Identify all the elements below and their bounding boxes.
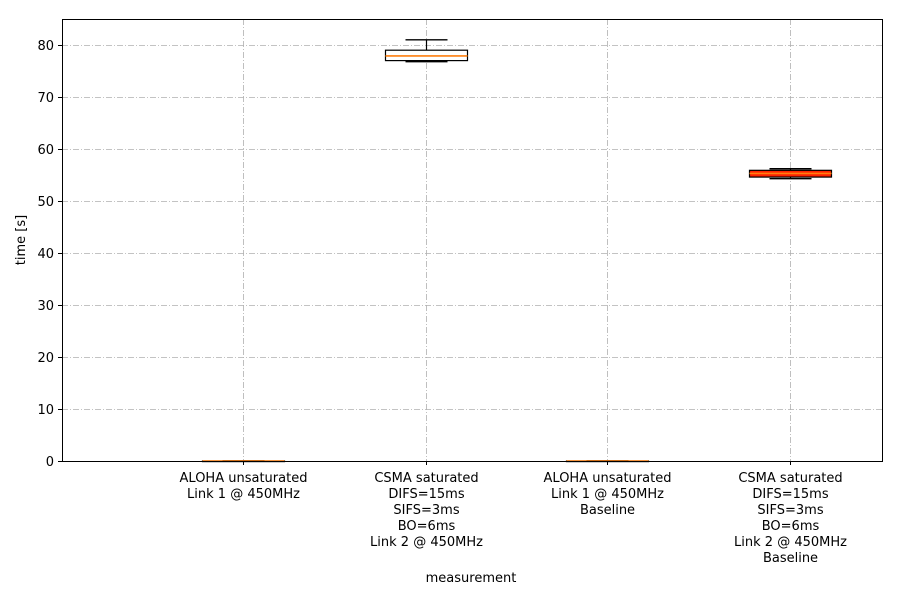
box-2: [384, 39, 469, 63]
x-axis-label: measurement: [426, 571, 517, 586]
x-tick-label: CSMA saturated: [738, 471, 842, 486]
y-tick-label: 40: [37, 247, 54, 262]
x-tick-label: Link 1 @ 450MHz: [187, 487, 300, 502]
y-axis-label: time [s]: [14, 215, 29, 265]
x-tick-label: SIFS=3ms: [757, 503, 823, 518]
x-tick-label: DIFS=15ms: [752, 487, 828, 502]
y-axis: 0 10 20 30 40 50 60 70 80: [37, 39, 62, 470]
grid-lines: [62, 19, 882, 462]
x-tick-label: Link 2 @ 450MHz: [370, 535, 483, 550]
y-tick-label: 80: [37, 39, 54, 54]
y-tick-label: 50: [37, 195, 54, 210]
y-tick-label: 60: [37, 143, 54, 158]
x-tick-label: BO=6ms: [398, 519, 456, 534]
x-tick-label: BO=6ms: [762, 519, 820, 534]
x-tick-label: DIFS=15ms: [388, 487, 464, 502]
y-tick-label: 10: [37, 403, 54, 418]
x-tick-label: CSMA saturated: [374, 471, 478, 486]
box-plot-series: [201, 39, 833, 463]
box-4: [748, 168, 833, 180]
y-tick-label: 30: [37, 299, 54, 314]
plot-area-frame: [62, 19, 883, 462]
y-tick-label: 0: [46, 455, 54, 470]
x-tick-label: SIFS=3ms: [393, 503, 459, 518]
x-tick-label: ALOHA unsaturated: [180, 471, 308, 486]
x-tick-label: ALOHA unsaturated: [544, 471, 672, 486]
x-tick-label: Link 1 @ 450MHz: [551, 487, 664, 502]
x-tick-label: Baseline: [580, 503, 635, 518]
y-tick-label: 70: [37, 91, 54, 106]
x-tick-label: Baseline: [763, 551, 818, 566]
x-tick-label: Link 2 @ 450MHz: [734, 535, 847, 550]
y-tick-label: 20: [37, 351, 54, 366]
